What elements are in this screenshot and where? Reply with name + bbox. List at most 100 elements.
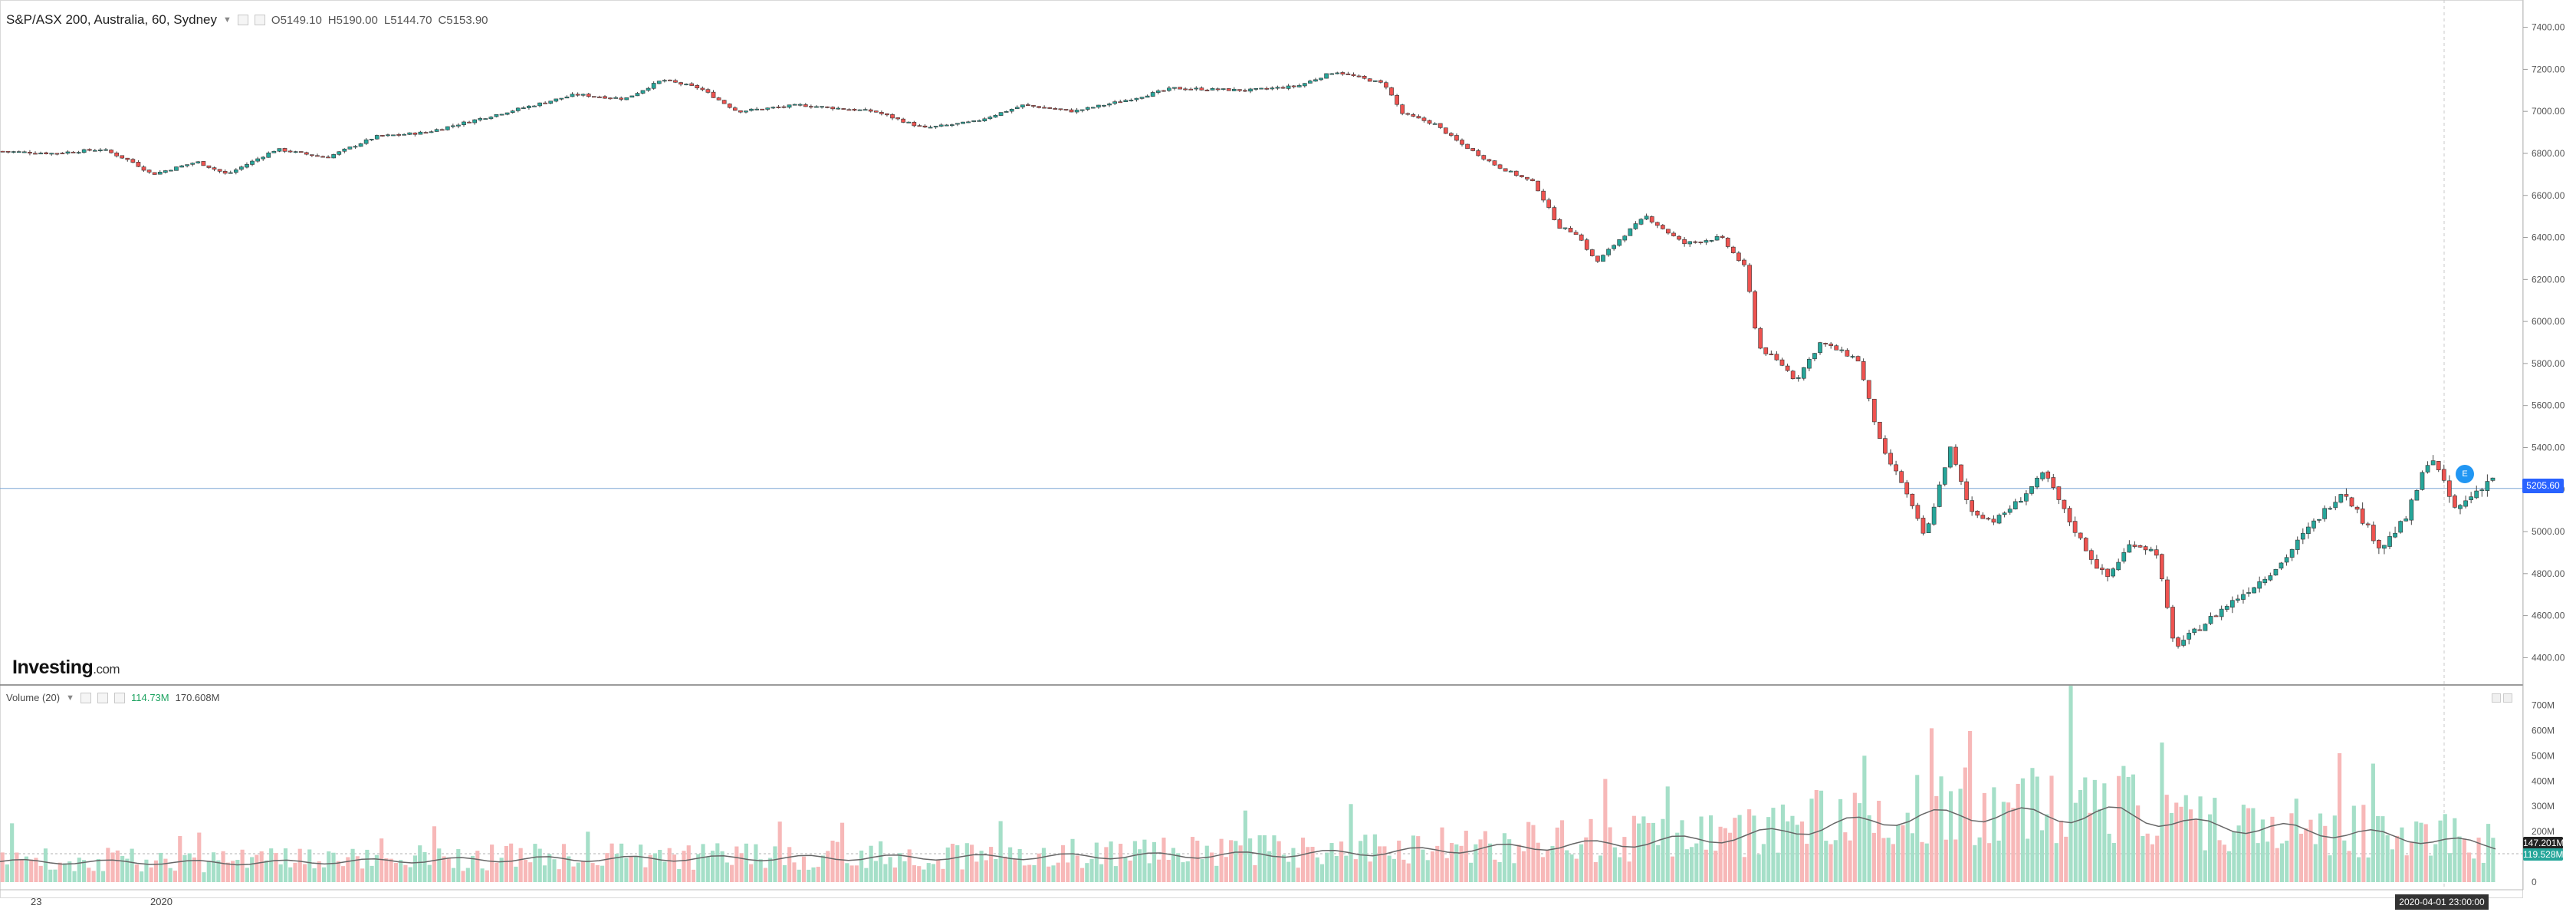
volume-bar [749,864,754,882]
volume-bar [2107,833,2111,882]
candle-body [2387,536,2392,547]
candle-body [1438,123,1443,128]
candle-body [326,156,330,159]
candle-body [2224,606,2229,610]
volume-bar [2111,842,2116,882]
candle-body [1584,239,1589,250]
candle-body [2116,561,2121,571]
volume-bar [1752,815,1756,882]
candle-body [114,153,119,156]
volume-bar [523,859,527,882]
candle-body [760,108,765,110]
candle-body [456,124,461,127]
chevron-down-icon[interactable]: ▼ [66,693,74,703]
volume-bar [922,869,926,882]
volume-bar [1982,792,1986,882]
volume-bar [1493,859,1497,882]
volume-bar [1852,792,1857,882]
candle-body [11,151,16,153]
candle-body [1351,74,1356,77]
volume-bar [1013,859,1017,882]
candle-body [868,109,873,112]
candle-body [1991,519,1996,523]
candle-body [2393,532,2397,538]
volume-bar [1987,843,1992,882]
candle-body [2187,633,2192,640]
pane-close-icon[interactable] [2503,693,2512,703]
earnings-event-icon[interactable]: E [2456,465,2474,483]
volume-bar [2313,844,2318,882]
volume-bar [2049,775,2054,882]
candle-body [1150,92,1155,97]
candle-body [1601,255,1605,262]
candle-body [668,79,672,81]
volume-bar [1070,838,1075,882]
candle-body [152,172,157,175]
candle-body [1395,95,1399,105]
chevron-down-icon[interactable]: ▼ [223,15,232,25]
symbol-name[interactable]: S&P/ASX 200, Australia, 60, Sydney [6,12,217,27]
volume-bar [159,852,163,882]
volume-bar [994,858,998,882]
candle-body [1552,207,1557,220]
volume-bar [2030,768,2035,882]
volume-bar [2169,812,2174,882]
volume-bar [787,847,792,882]
candle-body [673,80,678,83]
volume-bar [2207,814,2213,882]
volume-bar [595,864,600,882]
candle-body [841,108,846,110]
settings-icon[interactable] [97,692,108,703]
pane-maximize-icon[interactable] [2492,693,2501,703]
eye-icon[interactable] [237,15,248,25]
volume-bar [758,859,763,882]
volume-bar [677,868,682,882]
volume-bar [830,840,835,882]
volume-bar [2193,819,2198,882]
price-tick-label: 6600.00 [2532,190,2565,201]
volume-bar [1138,849,1142,882]
candle-body [879,112,884,114]
candle-body [1427,120,1432,124]
volume-bar [1546,849,1550,882]
volume-bar [1901,825,1905,882]
candle-body [1948,446,1953,468]
volume-bar [610,843,614,882]
price-tick-label: 6800.00 [2532,148,2565,159]
volume-bar [302,864,307,882]
candle-body [1009,108,1014,112]
volume-bar [1440,827,1444,882]
candle-body [570,94,575,97]
volume-bar [2155,835,2160,882]
candle-body [396,134,401,136]
eye-icon[interactable] [80,692,91,703]
candle-body [2289,548,2295,558]
volume-bar [1723,828,1727,882]
volume-bar [1430,851,1435,882]
volume-bar [2279,843,2285,882]
volume-bar [1747,809,1752,882]
volume-bar [24,856,28,882]
close-icon[interactable] [113,692,125,703]
settings-icon[interactable] [254,15,265,25]
candle-body [331,154,337,159]
volume-bar [1372,834,1377,882]
candle-body [1866,380,1871,399]
volume-bar [1661,818,1665,882]
volume-bar [2213,798,2217,882]
current-price-tag: 5205.60 [2522,479,2564,493]
candle-body [1454,135,1459,141]
candle-body [2252,587,2256,594]
volume-bar [2064,836,2068,882]
price-axis[interactable]: 4400.004600.004800.005000.005200.005400.… [2523,22,2565,663]
volume-bar [1368,861,1372,882]
candle-body [1894,464,1898,472]
volume-bar [81,860,87,882]
candle-body [1188,88,1194,91]
candle-body [1546,199,1552,208]
candle-body [1617,239,1622,246]
volume-title[interactable]: Volume (20) [6,692,61,703]
candle-body [2148,548,2154,551]
price-tick-label: 7000.00 [2532,106,2565,117]
